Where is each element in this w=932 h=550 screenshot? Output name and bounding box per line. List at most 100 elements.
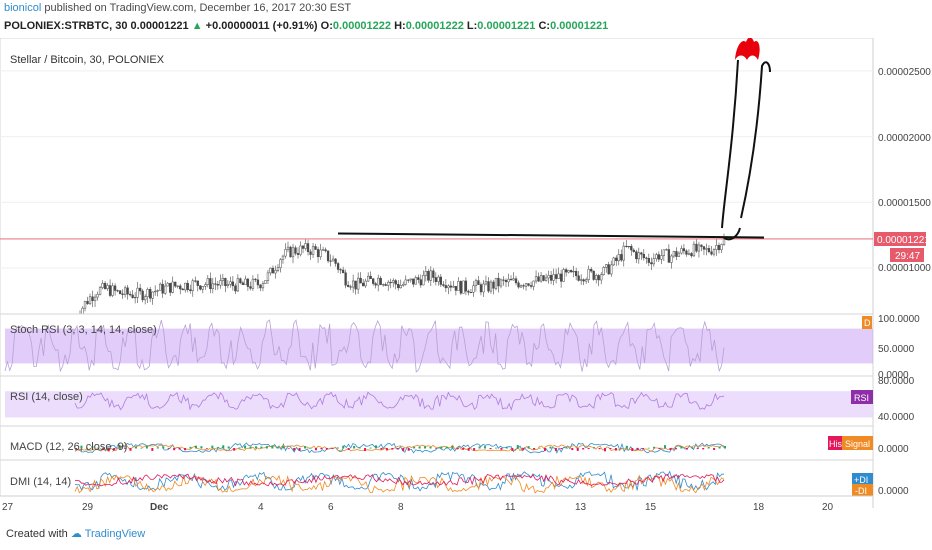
- main-grid: [0, 70, 873, 269]
- macd-histogram-bar: [75, 448, 77, 450]
- candle-body: [605, 264, 608, 268]
- publisher-name[interactable]: bionicol: [4, 2, 42, 14]
- rsi-badge-label: RSI: [854, 393, 869, 403]
- dmi-minus-line: [74, 474, 725, 494]
- candle-body: [259, 284, 262, 289]
- macd-histogram-bar: [396, 448, 399, 450]
- candle-body: [214, 283, 217, 285]
- macd-histogram-bar: [276, 446, 279, 449]
- macd-histogram-bar: [565, 447, 568, 449]
- candle-body: [231, 281, 235, 287]
- macd-histogram-bar: [685, 448, 688, 450]
- candle-body: [399, 285, 402, 289]
- candle-body: [437, 276, 440, 282]
- main-pane[interactable]: [0, 38, 874, 315]
- candle-body: [712, 249, 716, 255]
- candle-body: [384, 284, 387, 286]
- candle-body: [357, 277, 360, 290]
- macd-histogram-bar: [309, 447, 312, 449]
- macd-histogram-bar: [314, 448, 317, 451]
- candle-body: [549, 275, 553, 281]
- candle-body: [464, 280, 468, 292]
- x-tick-label: 4: [258, 502, 264, 513]
- macd-hist-badge-label: His: [829, 439, 842, 449]
- macd-histogram-bar: [233, 448, 236, 451]
- tradingview-brand[interactable]: TradingView: [84, 528, 146, 540]
- candle-body: [569, 270, 573, 273]
- candle-body: [635, 251, 638, 260]
- macd-histogram-bar: [325, 448, 328, 450]
- candle-body: [354, 280, 357, 290]
- macd-histogram-bar: [576, 448, 579, 451]
- candle-body: [402, 283, 405, 286]
- candle-body: [98, 287, 102, 295]
- candle-body: [221, 277, 224, 281]
- candle-body: [544, 277, 548, 281]
- candle-body: [457, 281, 460, 291]
- macd-histogram-bar: [407, 448, 410, 451]
- candle-body: [557, 273, 560, 279]
- macd-histogram-bar: [549, 446, 552, 449]
- macd-histogram-bar: [696, 448, 699, 450]
- macd-histogram-bar: [173, 448, 176, 451]
- macd-histogram-bar: [162, 446, 165, 449]
- macd-histogram-bar: [265, 446, 268, 449]
- candle-body: [507, 278, 510, 283]
- macd-pane[interactable]: [0, 425, 874, 461]
- candle-body: [377, 277, 380, 286]
- price-chart[interactable]: Stellar / Bitcoin, 30, POLONIEX 0.000025…: [0, 38, 932, 518]
- candle-body: [113, 285, 117, 291]
- candle-body: [364, 280, 367, 287]
- candle-body: [201, 286, 204, 290]
- candle-body: [645, 257, 648, 259]
- x-tick-label: 11: [505, 502, 516, 513]
- macd-histogram-bar: [222, 445, 225, 449]
- macd-histogram-bar: [167, 448, 170, 449]
- candle-body: [133, 297, 137, 299]
- candle-body: [489, 281, 493, 292]
- candle-body: [524, 283, 528, 287]
- candle-body: [306, 243, 310, 253]
- macd-histogram-bar: [434, 448, 437, 449]
- candle-body: [199, 285, 202, 290]
- candle-body: [362, 282, 365, 287]
- candle-body: [562, 269, 565, 282]
- candle-body: [367, 275, 370, 282]
- x-tick-label: 8: [398, 502, 404, 513]
- macd-histogram-bar: [249, 446, 252, 449]
- candle-body: [509, 278, 513, 281]
- candle-body: [685, 250, 688, 255]
- macd-histogram-bar: [713, 448, 716, 450]
- candle-body: [585, 279, 588, 282]
- candle-body: [439, 276, 442, 285]
- tradingview-logo-icon: ☁: [70, 528, 82, 540]
- y-tick-label: 0.00002500: [878, 67, 931, 78]
- candle-body: [595, 275, 598, 280]
- macd-histogram-bar: [402, 448, 405, 451]
- candle-body: [677, 252, 681, 257]
- candle-body: [387, 281, 390, 286]
- candle-body: [224, 277, 227, 286]
- candle-body: [647, 258, 650, 263]
- candle-body: [146, 289, 149, 298]
- candle-body: [697, 244, 701, 252]
- macd-histogram: [75, 445, 726, 452]
- candle-body: [575, 270, 578, 277]
- macd-histogram-bar: [691, 447, 694, 449]
- macd-histogram-bar: [254, 446, 257, 449]
- candle-body: [326, 250, 330, 262]
- candle-body: [316, 249, 320, 258]
- candle-body: [291, 247, 295, 258]
- candle-body: [672, 251, 676, 257]
- candle-body: [620, 254, 623, 261]
- macd-histogram-bar: [664, 445, 667, 449]
- candle-body: [499, 279, 503, 287]
- candle-body: [271, 267, 275, 274]
- candle-body: [136, 287, 139, 298]
- macd-histogram-bar: [653, 446, 656, 449]
- candle-body: [196, 280, 199, 286]
- candle-body: [256, 279, 260, 286]
- candle-body: [209, 278, 212, 290]
- dmi-plus-line: [74, 470, 725, 492]
- candle-body: [189, 289, 192, 291]
